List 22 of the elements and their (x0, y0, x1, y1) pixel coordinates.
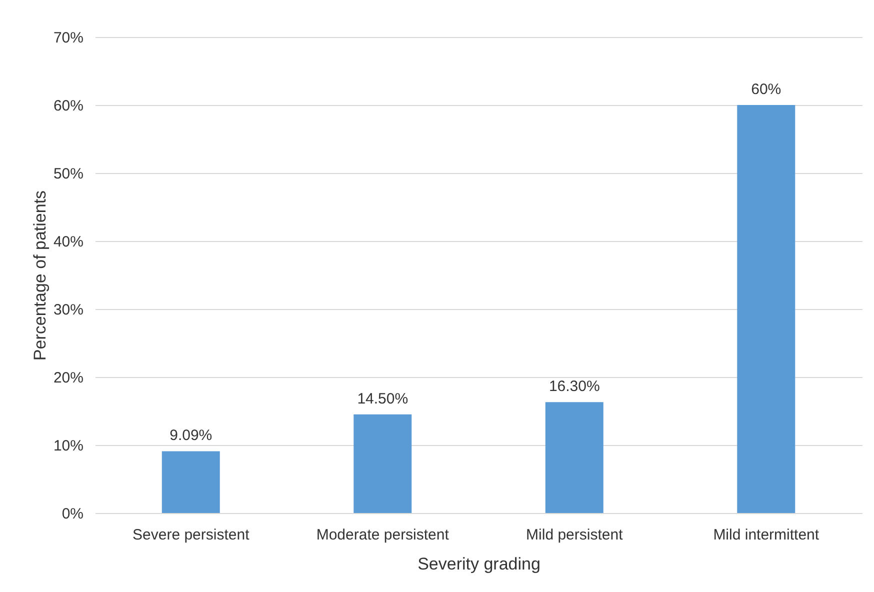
bar (737, 105, 796, 513)
data-label: 60% (751, 81, 782, 98)
y-tick-label: 70% (53, 30, 84, 46)
x-axis-title: Severity grading (418, 554, 540, 574)
x-tick-label: Mild persistent (526, 526, 624, 544)
x-tick-label: Severe persistent (132, 526, 250, 544)
y-tick-label: 0% (62, 506, 84, 522)
data-label: 16.30% (548, 378, 600, 396)
x-tick-label: Moderate persistent (316, 526, 450, 544)
y-tick-label: 20% (53, 370, 84, 386)
y-tick-label: 30% (53, 302, 84, 318)
bar (354, 414, 412, 513)
bar (162, 451, 220, 513)
bar (545, 402, 604, 513)
data-label: 9.09% (170, 427, 212, 444)
y-axis-title: Percentage of patients (30, 190, 50, 361)
y-tick-label: 60% (53, 98, 84, 114)
x-tick-label: Mild intermittent (713, 526, 820, 544)
y-tick-label: 40% (53, 234, 84, 250)
y-tick-label: 50% (53, 166, 84, 182)
data-label: 14.50% (357, 390, 408, 408)
y-tick-label: 10% (53, 438, 84, 454)
